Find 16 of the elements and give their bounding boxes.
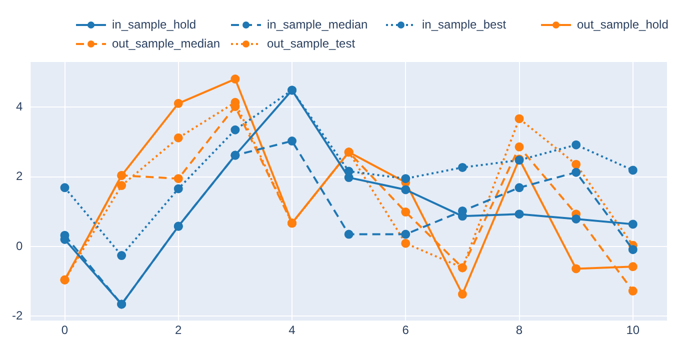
legend-label: out_sample_hold [577, 17, 668, 32]
y-tick-label: 2 [16, 169, 23, 184]
legend-label: in_sample_median [267, 17, 368, 32]
legend-label: in_sample_best [422, 17, 507, 32]
legend-label: out_sample_test [267, 36, 356, 50]
x-tick-label: 6 [402, 323, 410, 338]
x-tick-label: 4 [288, 323, 296, 338]
y-tick-label: 4 [16, 100, 23, 114]
y-tick-label: -2 [12, 308, 23, 322]
x-tick-label: 2 [175, 323, 182, 338]
y-tick-label: 0 [16, 238, 23, 253]
x-tick-label: 10 [626, 323, 640, 338]
x-tick-label: 8 [516, 323, 523, 338]
legend-label: out_sample_median [112, 36, 220, 50]
legend-label: in_sample_hold [112, 17, 196, 32]
x-tick-label: 0 [61, 323, 68, 338]
